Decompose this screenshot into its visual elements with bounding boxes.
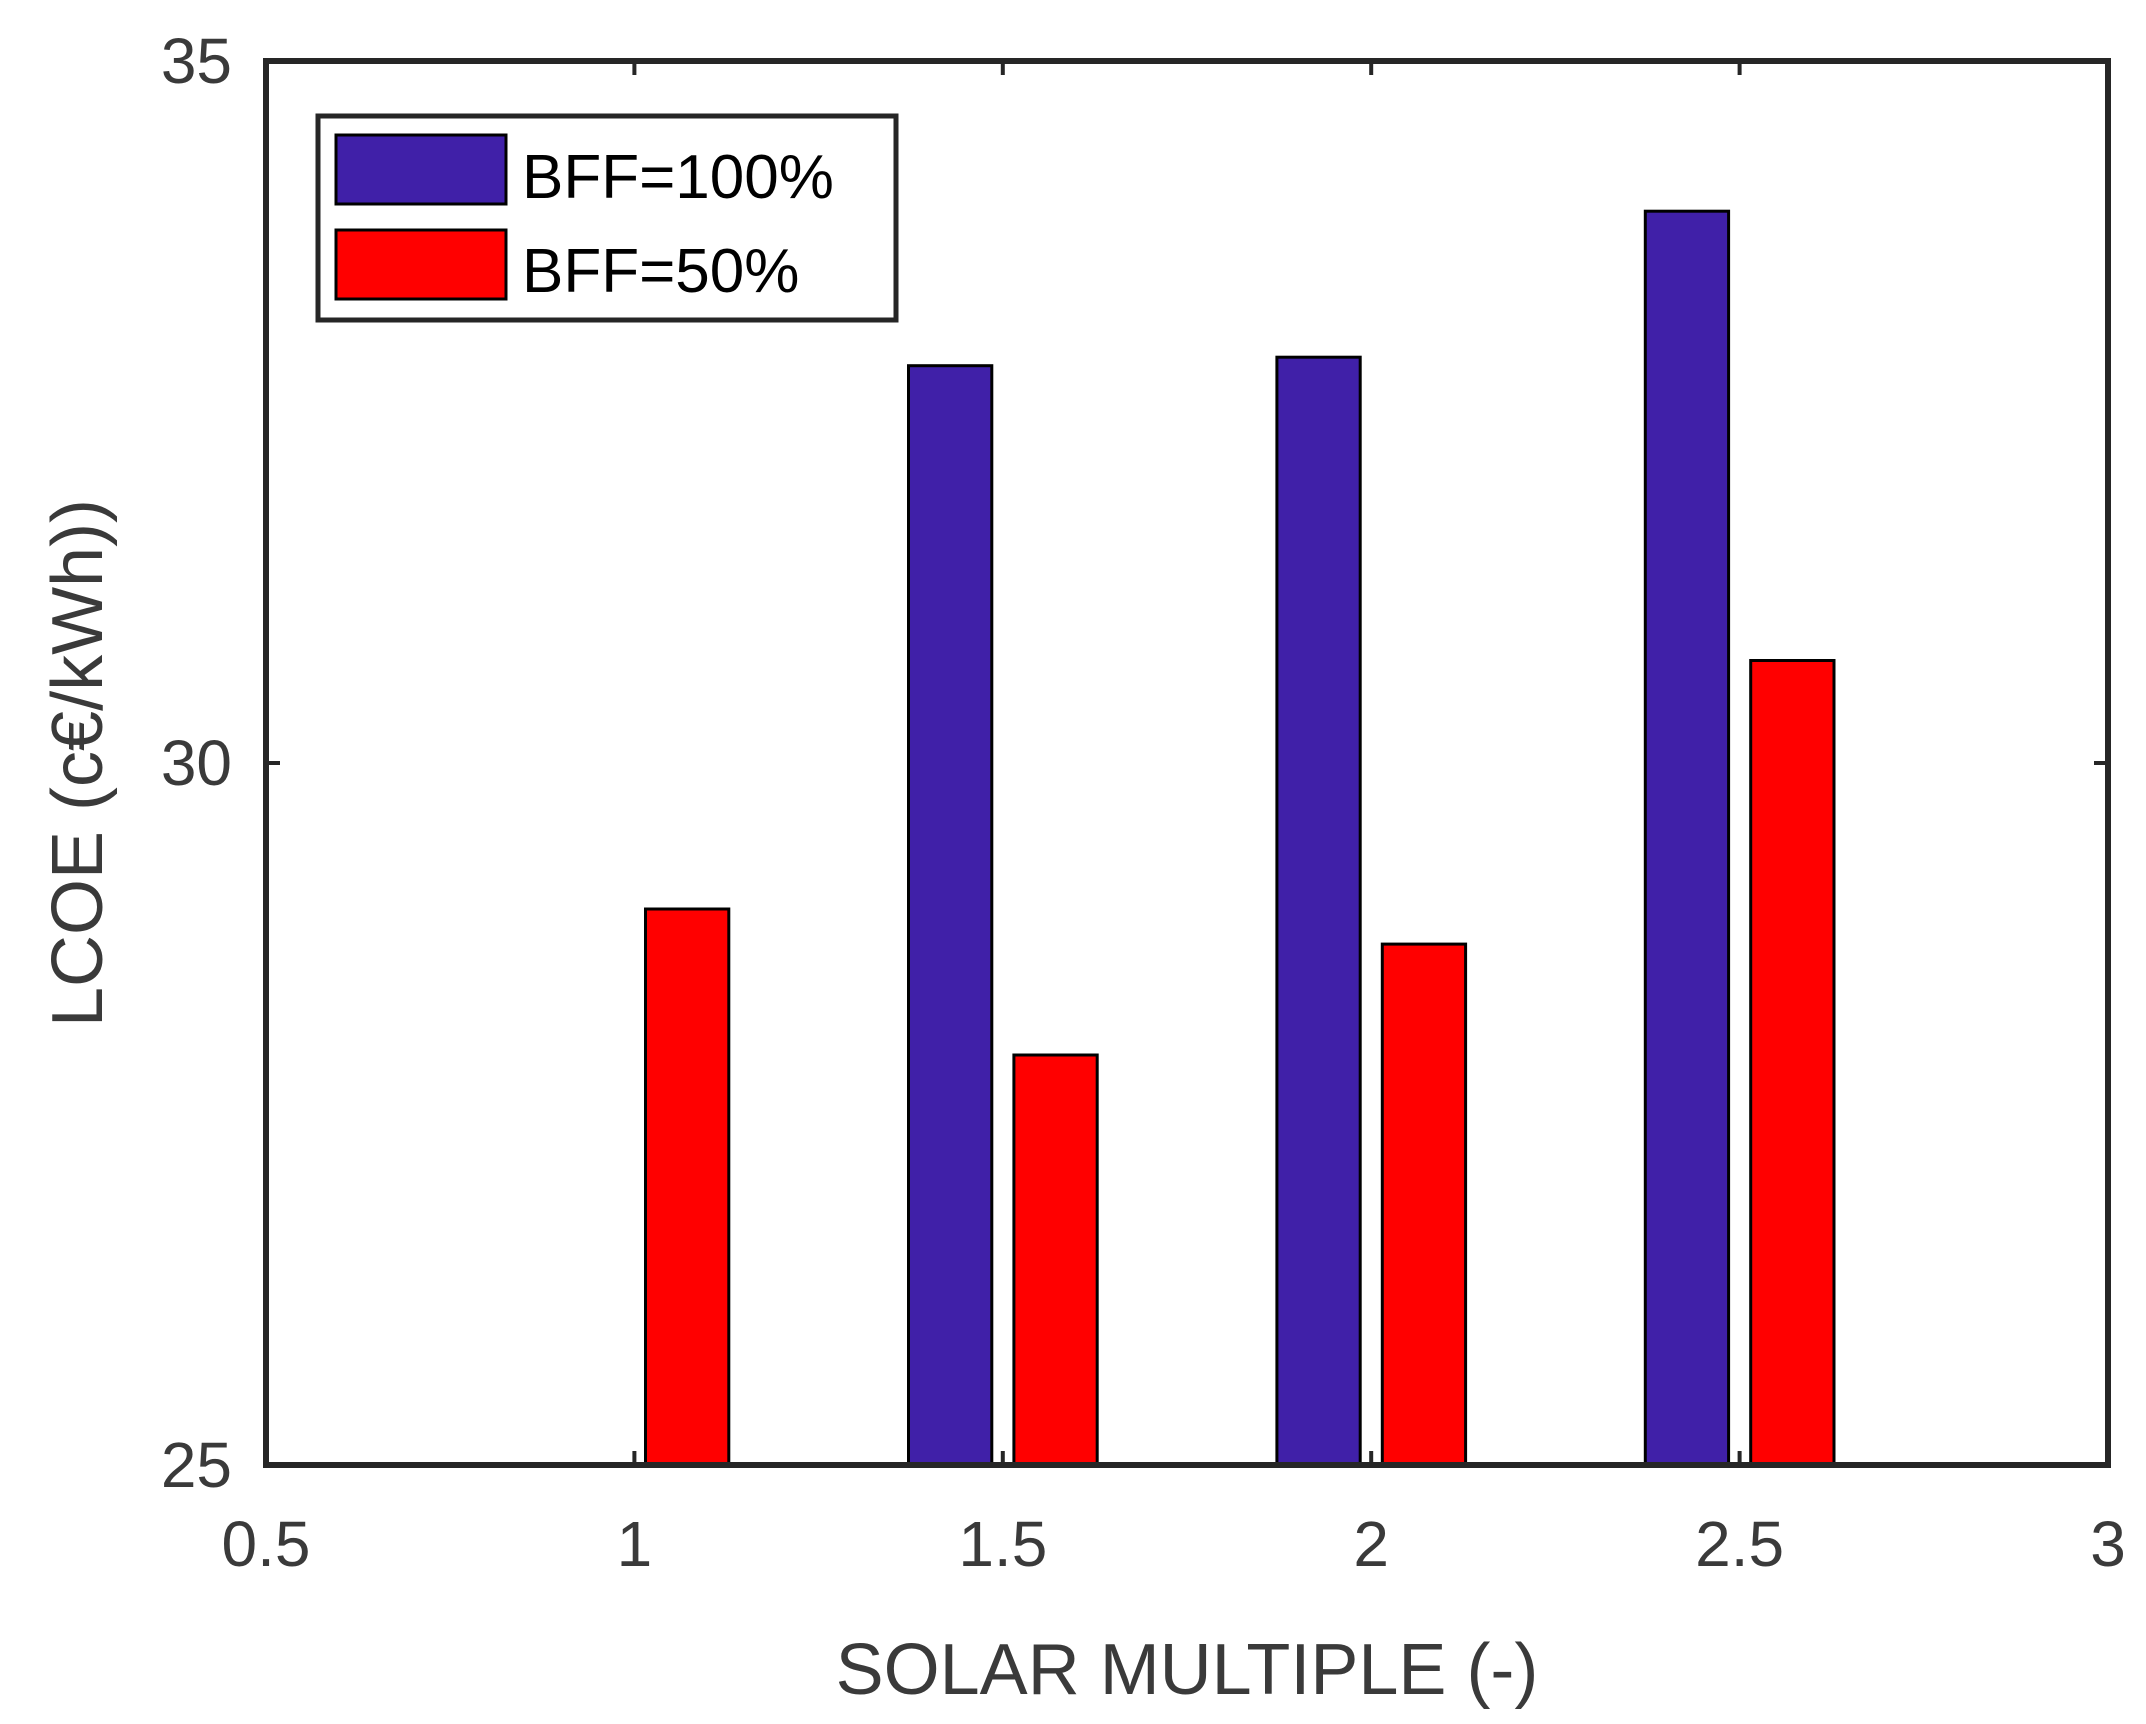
y-axis-label: LCOE (c€/kWh)) [38, 499, 118, 1027]
x-tick-label: 1.5 [958, 1508, 1047, 1580]
x-axis-label: SOLAR MULTIPLE (-) [836, 1630, 1539, 1710]
bar-bff-50-sm-2 [1380, 942, 1468, 1467]
bar-bff-100-sm-2_5 [1643, 209, 1731, 1467]
legend-swatch-bff-50 [334, 228, 508, 301]
bar-bff-50-sm-1_5 [1012, 1053, 1099, 1467]
legend-swatch-bff-100 [334, 133, 508, 206]
bar-bff-100-sm-2 [1275, 355, 1362, 1467]
bar-bff-50-sm-2_5 [1749, 659, 1836, 1467]
bar-bff-50-sm-1 [644, 907, 731, 1467]
bars-layer [644, 209, 1836, 1467]
x-tick-label: 2 [1353, 1508, 1389, 1580]
ticks-layer: 0.5 1 1.5 2 2.5 3 25 30 35 [161, 25, 2126, 1580]
y-tick-label: 30 [161, 727, 232, 799]
x-tick-label: 0.5 [222, 1508, 311, 1580]
legend: BFF=100% BFF=50% [315, 113, 899, 323]
legend-label-bff-100: BFF=100% [522, 143, 834, 212]
y-tick-label: 35 [161, 25, 232, 97]
bar-bff-100-sm-1_5 [907, 364, 994, 1467]
x-tick-label: 3 [2090, 1508, 2126, 1580]
x-tick-label: 1 [617, 1508, 653, 1580]
x-tick-label: 2.5 [1695, 1508, 1784, 1580]
y-tick-label: 25 [161, 1429, 232, 1501]
legend-label-bff-50: BFF=50% [522, 237, 799, 306]
